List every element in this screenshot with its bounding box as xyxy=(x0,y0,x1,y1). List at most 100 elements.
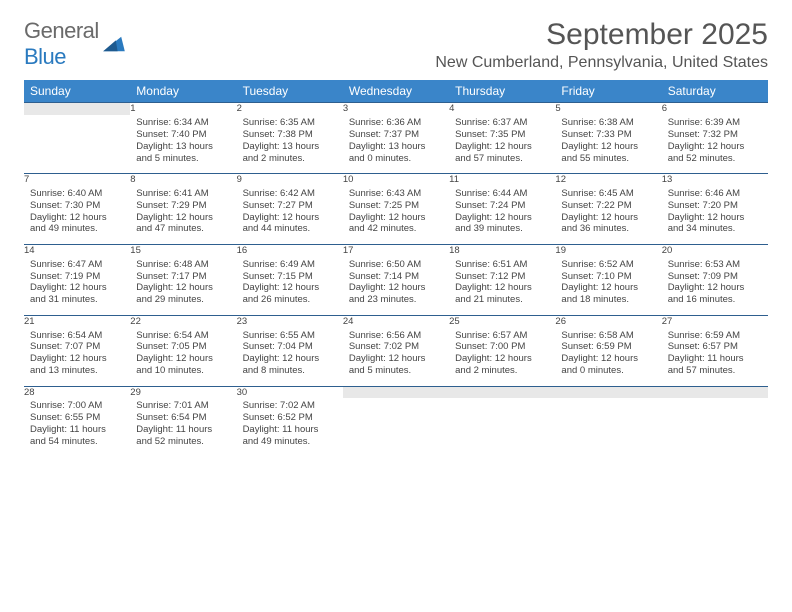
calendar-day xyxy=(343,386,449,456)
day-data: Sunrise: 6:50 AMSunset: 7:14 PMDaylight:… xyxy=(343,257,449,315)
daylight-text: Daylight: 11 hours and 54 minutes. xyxy=(30,424,124,448)
sunrise-text: Sunrise: 6:45 AM xyxy=(561,188,655,200)
calendar-day: 7Sunrise: 6:40 AMSunset: 7:30 PMDaylight… xyxy=(24,173,130,244)
day-number: 29 xyxy=(130,387,236,399)
sunset-text: Sunset: 7:38 PM xyxy=(243,129,337,141)
calendar-day: 8Sunrise: 6:41 AMSunset: 7:29 PMDaylight… xyxy=(130,173,236,244)
daylight-text: Daylight: 12 hours and 21 minutes. xyxy=(455,282,549,306)
sunrise-text: Sunrise: 6:43 AM xyxy=(349,188,443,200)
day-data: Sunrise: 6:43 AMSunset: 7:25 PMDaylight:… xyxy=(343,186,449,244)
daylight-text: Daylight: 12 hours and 47 minutes. xyxy=(136,212,230,236)
day-data: Sunrise: 6:44 AMSunset: 7:24 PMDaylight:… xyxy=(449,186,555,244)
day-number: 18 xyxy=(449,245,555,257)
weekday-header: Thursday xyxy=(449,80,555,103)
day-data: Sunrise: 6:59 AMSunset: 6:57 PMDaylight:… xyxy=(662,328,768,386)
calendar-table: Sunday Monday Tuesday Wednesday Thursday… xyxy=(24,80,768,456)
day-data xyxy=(449,398,555,456)
day-data: Sunrise: 6:35 AMSunset: 7:38 PMDaylight:… xyxy=(237,115,343,173)
title-block: September 2025 New Cumberland, Pennsylva… xyxy=(435,18,768,72)
sunset-text: Sunset: 7:14 PM xyxy=(349,271,443,283)
sunrise-text: Sunrise: 6:39 AM xyxy=(668,117,762,129)
calendar-day: 11Sunrise: 6:44 AMSunset: 7:24 PMDayligh… xyxy=(449,173,555,244)
daylight-text: Daylight: 11 hours and 57 minutes. xyxy=(668,353,762,377)
sunrise-text: Sunrise: 6:34 AM xyxy=(136,117,230,129)
sunset-text: Sunset: 7:32 PM xyxy=(668,129,762,141)
day-data: Sunrise: 6:40 AMSunset: 7:30 PMDaylight:… xyxy=(24,186,130,244)
day-data: Sunrise: 6:36 AMSunset: 7:37 PMDaylight:… xyxy=(343,115,449,173)
daylight-text: Daylight: 11 hours and 52 minutes. xyxy=(136,424,230,448)
day-number: 9 xyxy=(237,174,343,186)
sunrise-text: Sunrise: 6:41 AM xyxy=(136,188,230,200)
sunrise-text: Sunrise: 6:49 AM xyxy=(243,259,337,271)
calendar-day: 15Sunrise: 6:48 AMSunset: 7:17 PMDayligh… xyxy=(130,244,236,315)
day-data: Sunrise: 7:01 AMSunset: 6:54 PMDaylight:… xyxy=(130,398,236,456)
sunrise-text: Sunrise: 6:47 AM xyxy=(30,259,124,271)
day-data: Sunrise: 6:46 AMSunset: 7:20 PMDaylight:… xyxy=(662,186,768,244)
day-number: 12 xyxy=(555,174,661,186)
sunset-text: Sunset: 6:55 PM xyxy=(30,412,124,424)
day-data xyxy=(555,398,661,456)
day-number: 23 xyxy=(237,316,343,328)
brand-logo: General Blue xyxy=(24,18,125,70)
day-number: 5 xyxy=(555,103,661,115)
sunrise-text: Sunrise: 6:42 AM xyxy=(243,188,337,200)
sunset-text: Sunset: 7:05 PM xyxy=(136,341,230,353)
sunset-text: Sunset: 7:00 PM xyxy=(455,341,549,353)
calendar-day: 26Sunrise: 6:58 AMSunset: 6:59 PMDayligh… xyxy=(555,315,661,386)
day-number: 22 xyxy=(130,316,236,328)
weekday-header: Friday xyxy=(555,80,661,103)
calendar-day: 1Sunrise: 6:34 AMSunset: 7:40 PMDaylight… xyxy=(130,103,236,174)
sunrise-text: Sunrise: 6:54 AM xyxy=(30,330,124,342)
day-data: Sunrise: 6:54 AMSunset: 7:05 PMDaylight:… xyxy=(130,328,236,386)
daylight-text: Daylight: 12 hours and 13 minutes. xyxy=(30,353,124,377)
daylight-text: Daylight: 12 hours and 23 minutes. xyxy=(349,282,443,306)
day-number: 2 xyxy=(237,103,343,115)
calendar-day: 20Sunrise: 6:53 AMSunset: 7:09 PMDayligh… xyxy=(662,244,768,315)
day-number: 25 xyxy=(449,316,555,328)
header: General Blue September 2025 New Cumberla… xyxy=(24,18,768,72)
daylight-text: Daylight: 12 hours and 39 minutes. xyxy=(455,212,549,236)
day-data: Sunrise: 6:49 AMSunset: 7:15 PMDaylight:… xyxy=(237,257,343,315)
day-number xyxy=(555,387,661,399)
day-number: 14 xyxy=(24,245,130,257)
sunrise-text: Sunrise: 6:44 AM xyxy=(455,188,549,200)
daylight-text: Daylight: 12 hours and 36 minutes. xyxy=(561,212,655,236)
day-number: 24 xyxy=(343,316,449,328)
calendar-week: 7Sunrise: 6:40 AMSunset: 7:30 PMDaylight… xyxy=(24,173,768,244)
day-number xyxy=(24,103,130,115)
day-data: Sunrise: 6:37 AMSunset: 7:35 PMDaylight:… xyxy=(449,115,555,173)
day-data xyxy=(24,115,130,173)
daylight-text: Daylight: 11 hours and 49 minutes. xyxy=(243,424,337,448)
day-data: Sunrise: 6:39 AMSunset: 7:32 PMDaylight:… xyxy=(662,115,768,173)
day-number: 6 xyxy=(662,103,768,115)
daylight-text: Daylight: 12 hours and 42 minutes. xyxy=(349,212,443,236)
calendar-day: 16Sunrise: 6:49 AMSunset: 7:15 PMDayligh… xyxy=(237,244,343,315)
sunrise-text: Sunrise: 6:53 AM xyxy=(668,259,762,271)
day-data: Sunrise: 6:47 AMSunset: 7:19 PMDaylight:… xyxy=(24,257,130,315)
sunrise-text: Sunrise: 6:59 AM xyxy=(668,330,762,342)
calendar-week: 21Sunrise: 6:54 AMSunset: 7:07 PMDayligh… xyxy=(24,315,768,386)
sunrise-text: Sunrise: 6:37 AM xyxy=(455,117,549,129)
daylight-text: Daylight: 13 hours and 0 minutes. xyxy=(349,141,443,165)
calendar-day: 18Sunrise: 6:51 AMSunset: 7:12 PMDayligh… xyxy=(449,244,555,315)
day-data: Sunrise: 6:45 AMSunset: 7:22 PMDaylight:… xyxy=(555,186,661,244)
calendar-day: 29Sunrise: 7:01 AMSunset: 6:54 PMDayligh… xyxy=(130,386,236,456)
daylight-text: Daylight: 12 hours and 57 minutes. xyxy=(455,141,549,165)
calendar-day xyxy=(662,386,768,456)
day-data: Sunrise: 7:02 AMSunset: 6:52 PMDaylight:… xyxy=(237,398,343,456)
sunset-text: Sunset: 7:07 PM xyxy=(30,341,124,353)
day-number: 11 xyxy=(449,174,555,186)
calendar-day: 30Sunrise: 7:02 AMSunset: 6:52 PMDayligh… xyxy=(237,386,343,456)
day-number: 21 xyxy=(24,316,130,328)
daylight-text: Daylight: 12 hours and 5 minutes. xyxy=(349,353,443,377)
sunset-text: Sunset: 7:10 PM xyxy=(561,271,655,283)
triangle-icon xyxy=(103,35,125,53)
weekday-header-row: Sunday Monday Tuesday Wednesday Thursday… xyxy=(24,80,768,103)
day-data xyxy=(343,398,449,456)
sunset-text: Sunset: 7:19 PM xyxy=(30,271,124,283)
sunrise-text: Sunrise: 7:01 AM xyxy=(136,400,230,412)
day-number xyxy=(449,387,555,399)
day-number: 16 xyxy=(237,245,343,257)
sunset-text: Sunset: 6:54 PM xyxy=(136,412,230,424)
day-data: Sunrise: 6:38 AMSunset: 7:33 PMDaylight:… xyxy=(555,115,661,173)
